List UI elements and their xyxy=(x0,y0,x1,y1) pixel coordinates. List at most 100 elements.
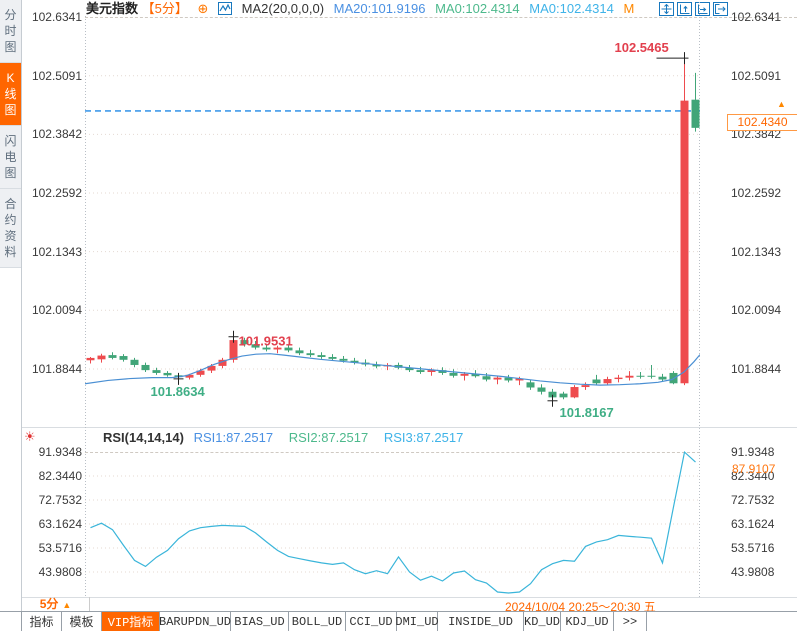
candle-body xyxy=(284,347,293,351)
rsi-top-gridline xyxy=(85,452,700,453)
sidebar-item-分时图[interactable]: 分 时 图 xyxy=(0,0,21,63)
tab-INSIDE_UD[interactable]: INSIDE_UD xyxy=(438,612,524,631)
period-label: 【5分】 xyxy=(141,1,188,16)
candle-body xyxy=(504,377,513,381)
y-axis-label: 101.8844 xyxy=(731,362,782,376)
y-axis-label: 102.5091 xyxy=(31,68,82,83)
left-price-axis: 102.6341 102.5091 102.3842 102.2592 102.1343… xyxy=(26,0,82,612)
candle-body xyxy=(559,393,568,398)
y-axis-label: 82.3440 xyxy=(731,469,775,483)
candle-body xyxy=(625,375,634,378)
candle-body xyxy=(229,340,238,360)
candle-body xyxy=(482,376,491,380)
y-axis-label: 63.1624 xyxy=(38,517,82,531)
candle-body xyxy=(317,355,326,357)
candle-body xyxy=(240,340,249,345)
y-axis-label: 63.1624 xyxy=(731,517,775,531)
ma-chart-icon xyxy=(218,2,233,18)
add-indicator-icon[interactable]: ⊕ xyxy=(197,1,209,16)
candle-body xyxy=(691,99,700,128)
tab-CCI_UD[interactable]: CCI_UD xyxy=(346,612,397,631)
rsi1-value: RSI1:87.2517 xyxy=(193,430,274,445)
candle-body xyxy=(581,385,590,388)
y-axis-label: 72.7532 xyxy=(38,493,82,507)
top-gridline xyxy=(85,17,797,18)
tab-DMI_UD[interactable]: DMI_UD xyxy=(395,612,439,631)
tab-指标[interactable]: 指标 xyxy=(22,612,62,631)
candle-body xyxy=(438,370,447,373)
ma0-value-b: MA0:102.4314 xyxy=(529,1,614,16)
tab-VIP指标[interactable]: VIP指标 xyxy=(102,612,160,631)
sidebar-item-K线图[interactable]: K 线 图 xyxy=(0,63,21,126)
candle-body xyxy=(570,387,579,398)
tab-KD_UD[interactable]: KD_UD xyxy=(524,612,561,631)
tab-KDJ_UD[interactable]: KDJ_UD xyxy=(561,612,614,631)
price-chart-plot[interactable]: 102.5465 101.9531 101.8634 101.8167 xyxy=(85,0,700,612)
y-axis-scale-icon[interactable] xyxy=(677,2,692,16)
tabbar-corner xyxy=(0,612,22,631)
detach-icon[interactable] xyxy=(713,2,728,16)
price-annotation: 101.9531 xyxy=(239,334,293,349)
y-axis-label: 102.0094 xyxy=(31,303,82,318)
y-axis-label: 102.6341 xyxy=(31,10,82,24)
y-axis-label: 43.9808 xyxy=(731,565,775,579)
indicator-settings-icon[interactable]: ☀ xyxy=(24,429,36,444)
candle-body xyxy=(196,370,205,375)
candle-body xyxy=(416,370,425,373)
period-up-arrow-icon: ▲ xyxy=(62,600,72,610)
tab-BOLL_UD[interactable]: BOLL_UD xyxy=(289,612,346,631)
candle-body xyxy=(130,359,139,365)
candle-body xyxy=(614,377,623,380)
rsi-name: RSI(14,14,14) xyxy=(103,430,184,445)
rsi-line xyxy=(90,450,696,594)
y-axis-label: 91.9348 xyxy=(731,445,775,459)
candle-body xyxy=(119,356,128,360)
candle-body xyxy=(493,377,502,380)
candle-body xyxy=(328,356,337,359)
candle-body xyxy=(207,365,216,371)
candle-body xyxy=(405,367,414,371)
rsi-header: RSI(14,14,14) RSI1:87.2517 RSI2:87.2517 … xyxy=(103,431,475,445)
price-up-arrow-icon: ▲ xyxy=(777,99,786,109)
sidebar-item-合约资料[interactable]: 合 约 资 料 xyxy=(0,189,21,268)
candle-body xyxy=(526,382,535,388)
chart-header: 美元指数 【5分】 ⊕ MA2(20,0,0,0) MA20:101.9196 … xyxy=(86,1,640,16)
ma-setting-label: MA2(20,0,0,0) xyxy=(241,1,325,16)
y-axis-label: 102.1343 xyxy=(31,244,82,259)
symbol-name: 美元指数 xyxy=(86,1,139,16)
rsi3-value: RSI3:87.2517 xyxy=(383,430,464,445)
ma20-line xyxy=(85,353,700,386)
candle-body xyxy=(262,347,271,350)
candle-body xyxy=(548,391,557,398)
tab->>[interactable]: >> xyxy=(614,612,647,631)
panel-divider xyxy=(22,427,797,428)
candle-body xyxy=(680,100,689,384)
y-axis-label: 102.3842 xyxy=(31,127,82,142)
crosshair-icon[interactable] xyxy=(659,2,674,16)
chart-toolbar xyxy=(659,2,728,16)
candle-body xyxy=(350,360,359,363)
candle-body xyxy=(86,357,95,361)
candle-body xyxy=(339,358,348,361)
candle-body xyxy=(515,378,524,381)
candle-body xyxy=(592,379,601,384)
candle-body xyxy=(471,373,480,377)
candle-body xyxy=(603,379,612,384)
candle-body xyxy=(636,375,645,377)
candle-body xyxy=(449,372,458,376)
period-selector[interactable]: 5分 ▲ xyxy=(22,597,90,611)
sidebar-item-闪电图[interactable]: 闪 电 图 xyxy=(0,126,21,189)
rsi2-value: RSI2:87.2517 xyxy=(288,430,369,445)
candle-body xyxy=(460,373,469,376)
y-axis-label: 102.0094 xyxy=(731,303,782,318)
candle-body xyxy=(163,372,172,376)
tab-模板[interactable]: 模板 xyxy=(62,612,102,631)
y-axis-label: 102.2592 xyxy=(31,186,82,201)
candle-body xyxy=(372,364,381,367)
tab-BARUPDN_UD[interactable]: BARUPDN_UD xyxy=(159,612,231,631)
tab-BIAS_UD[interactable]: BIAS_UD xyxy=(231,612,289,631)
x-axis-scale-icon[interactable] xyxy=(695,2,710,16)
candle-body xyxy=(108,355,117,358)
